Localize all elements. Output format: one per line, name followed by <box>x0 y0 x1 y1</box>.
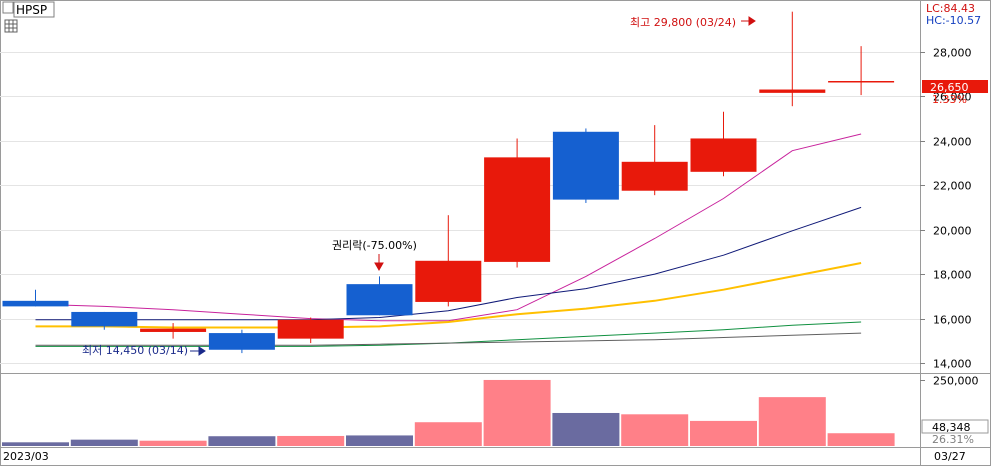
volume-bar <box>621 414 689 446</box>
candle-body <box>277 319 344 339</box>
ma5-line <box>35 133 862 322</box>
price-tick-label: 22,000 <box>933 180 972 193</box>
volume-bar <box>483 379 551 446</box>
price-tick-label: 20,000 <box>933 225 972 238</box>
price-axis-ticks: 14,000 16,000 18,000 20,000 22,000 24,000 26,0… <box>920 47 972 371</box>
candle-body <box>140 328 207 332</box>
volume-bar <box>139 440 207 446</box>
volume-change: 26.31% <box>932 433 974 446</box>
candle-body <box>621 161 688 191</box>
candle-body <box>415 260 482 302</box>
high-arrow-icon <box>741 16 756 26</box>
rights-annotation: 권리락(-75.00%) <box>332 239 417 252</box>
price-tick-label: 14,000 <box>933 358 972 371</box>
price-tick-label: 24,000 <box>933 136 972 149</box>
candle-body <box>759 89 826 93</box>
lc-legend: LC:84.43 <box>926 2 975 15</box>
time-axis-end: 03/27 <box>934 450 966 463</box>
symbol-label: HPSP <box>16 3 47 17</box>
candle-body <box>71 311 138 327</box>
high-annotation: 최고 29,800 (03/24) <box>630 16 736 29</box>
volume-axis-ticks: 250,000 <box>920 375 979 388</box>
current-volume: 48,348 <box>932 421 971 434</box>
ma120-line <box>35 332 862 346</box>
low-annotation: 최저 14,450 (03/14) <box>82 344 188 357</box>
volume-bars <box>2 379 895 446</box>
hc-legend: HC:-10.57 <box>926 14 981 27</box>
ma10-line <box>35 206 862 321</box>
volume-bar <box>827 433 895 446</box>
menu-icon[interactable] <box>2 1 14 14</box>
volume-bar <box>70 439 138 446</box>
current-volume-badge <box>921 419 989 434</box>
grid-icon[interactable] <box>4 19 18 33</box>
low-arrow-icon <box>190 346 206 356</box>
price-tick-label: 18,000 <box>933 269 972 282</box>
candlesticks <box>2 11 895 354</box>
symbol-box[interactable] <box>13 1 55 18</box>
current-price: 26,650 <box>930 81 969 94</box>
price-tick-label: 16,000 <box>933 314 972 327</box>
candle-body <box>208 333 275 350</box>
current-price-badge <box>922 80 988 93</box>
volume-bar <box>552 412 620 446</box>
price-tick-label: 28,000 <box>933 47 972 60</box>
rights-arrow-icon <box>374 254 384 272</box>
volume-bar <box>208 436 276 446</box>
time-axis-start: 2023/03 <box>3 450 49 463</box>
volume-bar <box>277 435 345 446</box>
volume-tick-label: 250,000 <box>933 375 979 388</box>
volume-bar <box>2 442 69 446</box>
volume-bar <box>414 422 482 446</box>
candle-body <box>552 131 619 200</box>
candle-body <box>346 284 413 316</box>
volume-bar <box>758 397 826 446</box>
candle-body <box>484 157 551 262</box>
volume-bar <box>690 420 757 446</box>
price-tick-label: 26,000 <box>933 91 972 104</box>
current-change: 1.33% <box>932 93 967 106</box>
candle-body <box>690 138 757 172</box>
volume-bar <box>346 435 413 446</box>
candle-body <box>2 300 69 307</box>
